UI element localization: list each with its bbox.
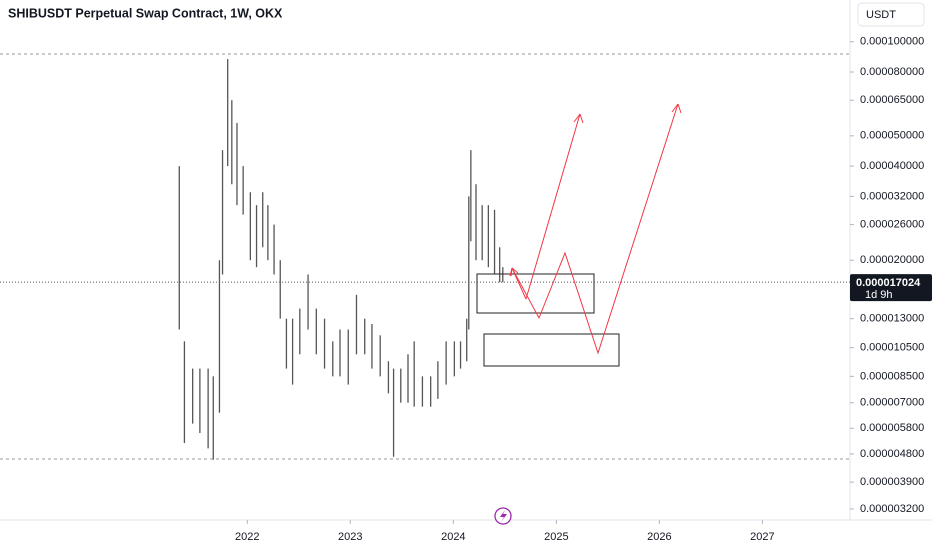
- y-tick-label: 0.000003900: [860, 476, 924, 488]
- x-tick-label: 2025: [544, 531, 568, 543]
- x-tick-label: 2027: [750, 531, 774, 543]
- event-icon-bolt: [500, 510, 507, 522]
- y-tick-label: 0.000020000: [860, 254, 924, 266]
- y-tick-label: 0.000100000: [860, 36, 924, 48]
- projection-line: [511, 103, 679, 355]
- y-tick-label: 0.000065000: [860, 94, 924, 106]
- y-tick-label: 0.000040000: [860, 160, 924, 172]
- y-tick-label: 0.000013000: [860, 313, 924, 325]
- last-price-tag: [850, 274, 932, 302]
- projection-arrowhead: [573, 113, 584, 124]
- y-tick-label: 0.000003200: [860, 503, 924, 515]
- y-tick-label: 0.000010500: [860, 342, 924, 354]
- chart-title: SHIBUSDT Perpetual Swap Contract, 1W, OK…: [8, 6, 283, 20]
- currency-button[interactable]: [857, 2, 925, 27]
- projection: [509, 103, 682, 355]
- countdown-label: 1d 9h: [865, 289, 893, 301]
- y-tick-label: 0.000050000: [860, 130, 924, 142]
- projection-arrowhead: [671, 103, 682, 114]
- x-tick-label: 2023: [338, 531, 362, 543]
- x-tick-label: 2026: [647, 531, 671, 543]
- projection-line: [525, 113, 581, 300]
- x-tick-label: 2022: [235, 531, 259, 543]
- last-price-label: 0.000017024: [856, 277, 921, 289]
- y-tick-label: 0.000007000: [860, 397, 924, 409]
- y-tick-label: 0.000026000: [860, 218, 924, 230]
- y-tick-label: 0.000008500: [860, 370, 924, 382]
- y-tick-label: 0.000080000: [860, 66, 924, 78]
- zone-box: [483, 333, 620, 367]
- y-tick-label: 0.000005800: [860, 422, 924, 434]
- zone-box: [476, 273, 595, 314]
- price-bars: [178, 59, 504, 460]
- y-tick-label: 0.000032000: [860, 190, 924, 202]
- x-tick-label: 2024: [441, 531, 465, 543]
- y-tick-label: 0.000004800: [860, 448, 924, 460]
- currency-label[interactable]: USDT: [866, 9, 896, 21]
